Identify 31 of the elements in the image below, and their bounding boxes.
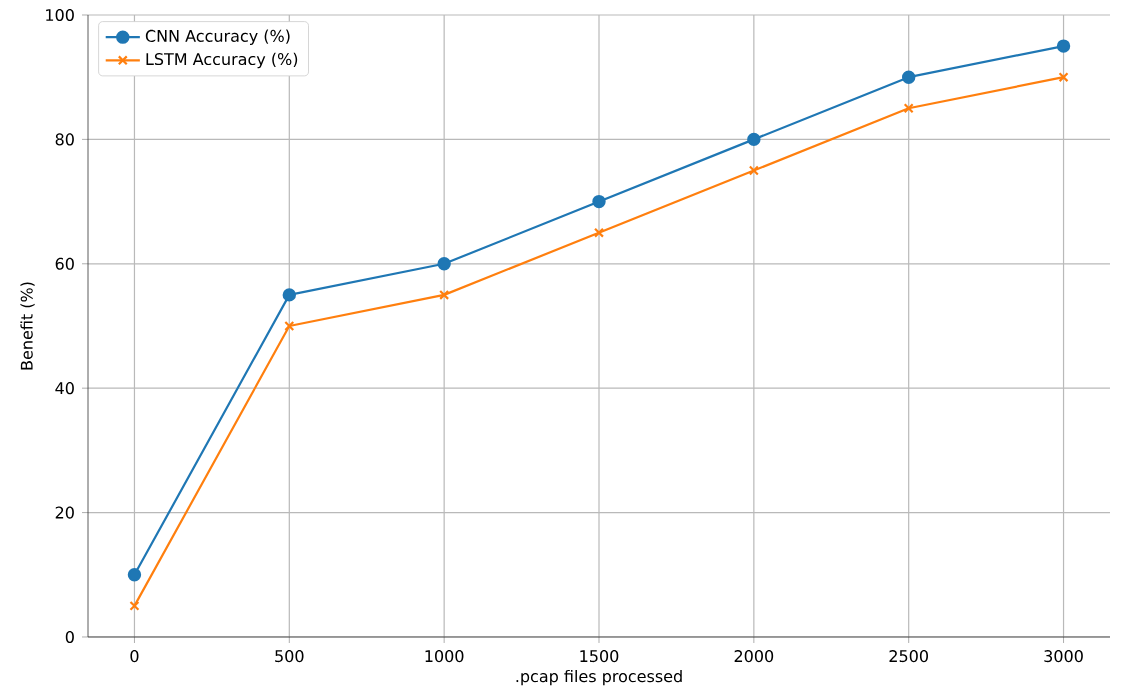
- y-tick-label: 0: [65, 630, 74, 644]
- x-tick-label: 0: [130, 650, 139, 663]
- point: [901, 70, 916, 84]
- y-axis-title: Benefit (%): [20, 282, 35, 370]
- legend-label: CNN Accuracy (%): [145, 29, 290, 46]
- point: [592, 194, 606, 209]
- point: [747, 132, 761, 147]
- x-tick-label: 2000: [734, 650, 774, 663]
- point: [282, 288, 297, 302]
- x-tick-label: 500: [275, 650, 304, 663]
- y-tick-label: 80: [55, 133, 74, 146]
- point: [284, 320, 295, 332]
- point: [127, 568, 142, 582]
- point: [439, 289, 450, 300]
- point: [437, 257, 451, 271]
- legend-label: LSTM Accuracy (%): [146, 52, 298, 69]
- y-tick-label: 60: [55, 257, 74, 270]
- point: [903, 103, 914, 114]
- y-tick-label: 100: [46, 8, 74, 22]
- y-tick-label: 40: [55, 382, 74, 395]
- point: [129, 600, 140, 611]
- x-axis-title: .pcap files processed: [516, 669, 682, 686]
- point: [748, 165, 759, 176]
- y-tick-label: 20: [55, 506, 74, 519]
- x-tick-label: 1000: [425, 650, 464, 663]
- x-tick-label: 1500: [580, 650, 619, 663]
- point: [1056, 39, 1071, 53]
- x-tick-label: 3000: [1044, 650, 1083, 663]
- point: [593, 227, 605, 238]
- x-tick-label: 2500: [889, 650, 928, 663]
- point: [1058, 72, 1069, 83]
